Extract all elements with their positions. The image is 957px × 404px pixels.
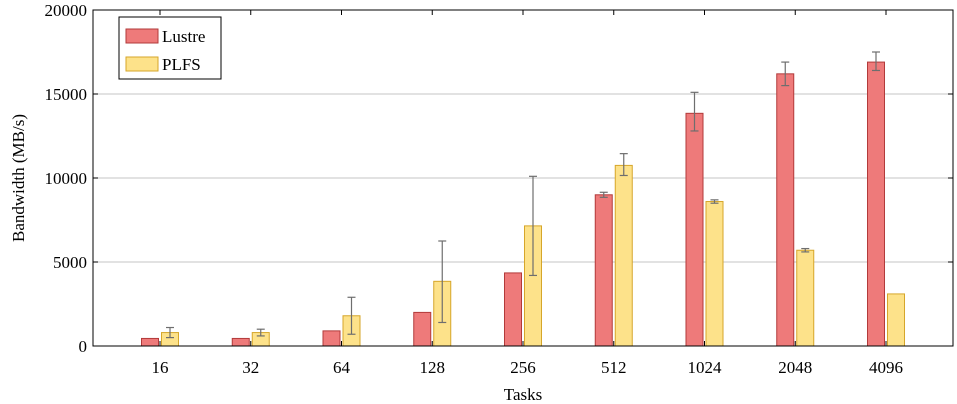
grid-lines — [93, 93, 953, 263]
x-tick-label-64: 64 — [333, 358, 351, 377]
bar-plfs-512 — [614, 164, 633, 347]
x-tick-label-32: 32 — [242, 358, 259, 377]
x-tick-label-4096: 4096 — [869, 358, 903, 377]
axis-ticks: 0 5000 10000 15000 20000 16 32 64 128 256 512 1024 2… — [45, 1, 953, 377]
bar-lustre-16 — [141, 337, 159, 347]
bar-lustre-256 — [504, 272, 522, 347]
x-tick-label-128: 128 — [420, 358, 446, 377]
bar-lustre-2048 — [776, 73, 795, 347]
y-tick-label-10000: 10000 — [45, 169, 88, 188]
bar-lustre-1024 — [685, 112, 704, 347]
x-axis-title: Tasks — [504, 385, 542, 404]
bars — [141, 61, 905, 347]
legend-label-plfs: PLFS — [162, 55, 201, 74]
x-tick-label-16: 16 — [152, 358, 169, 377]
x-tick-label-256: 256 — [510, 358, 536, 377]
bar-plfs-4096 — [887, 293, 905, 347]
legend-label-lustre: Lustre — [162, 27, 205, 46]
bar-lustre-32 — [231, 337, 250, 347]
x-tick-label-512: 512 — [601, 358, 627, 377]
bar-lustre-128 — [413, 311, 432, 347]
bar-lustre-512 — [594, 194, 613, 347]
x-tick-label-1024: 1024 — [688, 358, 723, 377]
legend-swatch-lustre — [125, 28, 159, 44]
y-tick-label-20000: 20000 — [45, 1, 88, 20]
x-tick-label-2048: 2048 — [778, 358, 812, 377]
y-tick-label-15000: 15000 — [45, 85, 88, 104]
bar-lustre-64 — [322, 330, 341, 347]
y-tick-label-5000: 5000 — [53, 253, 87, 272]
bar-plfs-2048 — [796, 249, 815, 347]
bar-lustre-4096 — [867, 61, 885, 347]
error-bars — [166, 51, 880, 339]
bar-plfs-1024 — [705, 201, 724, 347]
legend-swatch-plfs — [125, 56, 159, 72]
y-tick-label-0: 0 — [79, 337, 88, 356]
y-axis-title: Bandwidth (MB/s) — [9, 114, 28, 242]
legend: Lustre PLFS — [118, 16, 222, 80]
